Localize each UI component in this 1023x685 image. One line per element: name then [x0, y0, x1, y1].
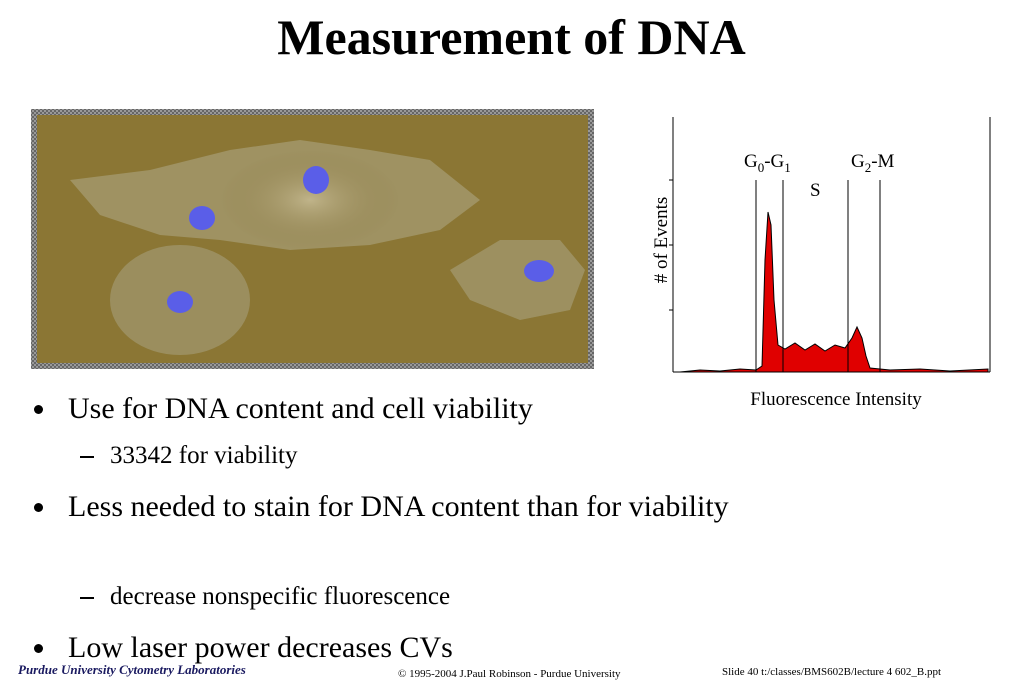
bullet-marker — [34, 644, 43, 653]
footer-left: Purdue University Cytometry Laboratories — [18, 662, 246, 677]
gate-subscript: 0 — [758, 160, 765, 175]
bullet: Low laser power decreases CVs — [30, 626, 808, 669]
gate-label: G2-M — [851, 151, 895, 175]
gate-text: G — [851, 151, 865, 172]
bullet-marker — [34, 405, 43, 414]
bullet: Less needed to stain for DNA content tha… — [30, 485, 768, 528]
cell-image — [31, 109, 594, 369]
x-axis-label: Fluorescence Intensity — [750, 389, 922, 410]
gate-subscript: 1 — [784, 160, 791, 175]
sub-bullet: decrease nonspecific fluorescence — [80, 582, 450, 612]
footer-right: Slide 40 t:/classes/BMS602B/lecture 4 60… — [722, 666, 942, 678]
sub-bullet-text: 33342 for viability — [110, 442, 298, 469]
gate-label: S — [810, 180, 821, 201]
y-axis-label: # of Events — [651, 197, 672, 284]
gate-label: G0-G1 — [744, 151, 791, 175]
bullet-text: Less needed to stain for DNA content tha… — [68, 490, 729, 523]
figures: G0-G1 S G2-M # of Events Fluorescence In… — [31, 109, 991, 410]
footer-center: © 1995-2004 J.Paul Robinson - Purdue Uni… — [398, 668, 621, 680]
histogram — [669, 117, 991, 373]
sub-bullet-text: decrease nonspecific fluorescence — [110, 583, 451, 610]
bullet: Use for DNA content and cell viability — [30, 387, 808, 430]
dash-marker — [80, 456, 94, 458]
gate-text: G — [744, 151, 758, 172]
sub-bullet: 33342 for viability — [80, 441, 297, 471]
dash-marker — [80, 597, 94, 599]
gate-text: -G — [764, 151, 784, 172]
bullet-text: Low laser power decreases CVs — [68, 631, 453, 664]
bullet-text: Use for DNA content and cell viability — [68, 392, 533, 425]
gate-subscript: 2 — [865, 160, 872, 175]
slide-title: Measurement of DNA — [277, 9, 746, 65]
bullet-marker — [34, 503, 43, 512]
gate-text: -M — [871, 151, 894, 172]
